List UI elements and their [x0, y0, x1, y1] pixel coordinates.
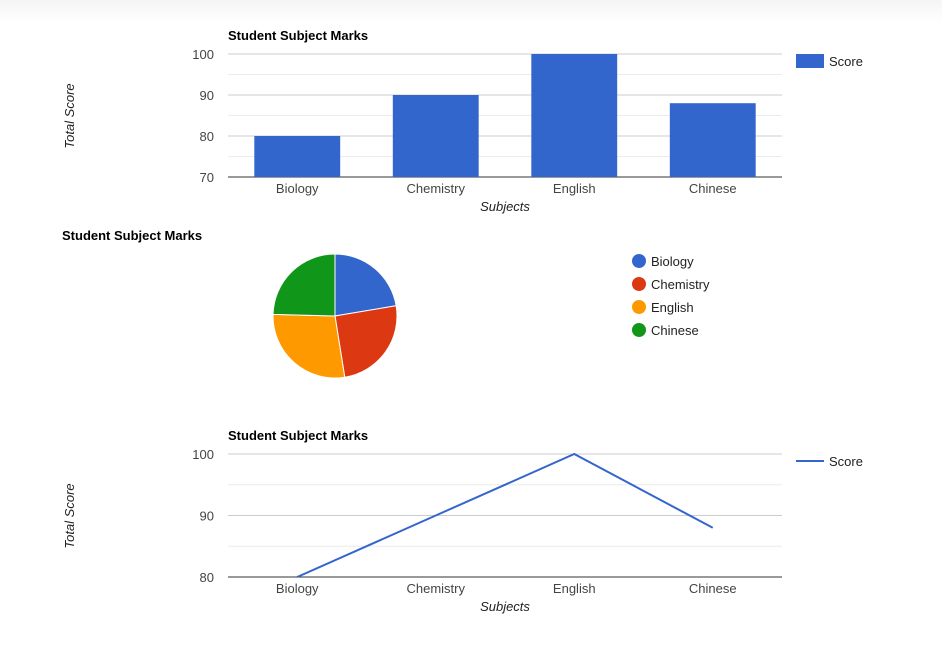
bar-chart-legend-label: Score [829, 54, 863, 69]
bar-chart-bars [254, 54, 756, 177]
x-tick-label: Chemistry [406, 181, 465, 196]
bar-chinese [669, 103, 756, 177]
line-chart-x-axis-title: Subjects [480, 599, 530, 614]
top-band [0, 0, 942, 22]
y-tick-label: 90 [200, 88, 214, 103]
y-tick-label: 70 [200, 170, 214, 185]
x-tick-label: Biology [276, 181, 319, 196]
x-tick-label: Chemistry [406, 581, 465, 596]
bar-chart-x-ticks: Biology Chemistry English Chinese [276, 181, 737, 196]
pie-slice-chinese [272, 253, 336, 317]
pie-slice-chemistry [334, 305, 398, 378]
y-tick-label: 80 [200, 570, 214, 585]
x-tick-label: English [553, 181, 596, 196]
pie-legend-dot [632, 277, 646, 291]
y-tick-label: 100 [192, 447, 214, 462]
line-chart-x-ticks: Biology Chemistry English Chinese [276, 581, 737, 596]
bar-chart-legend-swatch [796, 54, 824, 68]
pie-legend-dot [632, 254, 646, 268]
line-chart-y-ticks: 80 90 100 [192, 447, 214, 585]
y-tick-label: 100 [192, 47, 214, 62]
line-chart-y-axis-title: Total Score [62, 483, 77, 548]
pie-chart-legend: Biology Chemistry English Chinese [632, 254, 710, 338]
pie-legend-dot [632, 300, 646, 314]
bar-chart-y-ticks: 70 80 90 100 [192, 47, 214, 185]
bar-chart-y-axis-title: Total Score [62, 83, 77, 148]
line-chart-legend-label: Score [829, 454, 863, 469]
x-tick-label: Chinese [689, 581, 737, 596]
x-tick-label: Biology [276, 581, 319, 596]
pie-chart-slices [272, 253, 398, 379]
x-tick-label: English [553, 581, 596, 596]
pie-legend-label: English [651, 300, 694, 315]
y-tick-label: 90 [200, 509, 214, 524]
bar-chart-title: Student Subject Marks [228, 28, 368, 43]
bar-chart-x-axis-title: Subjects [480, 199, 530, 214]
line-chart-legend: Score [796, 454, 863, 469]
bar-english [531, 54, 618, 177]
pie-slice-biology [334, 253, 397, 317]
bar-biology [254, 136, 341, 177]
bar-chart-legend: Score [796, 54, 863, 69]
score-line [296, 452, 714, 578]
y-tick-label: 80 [200, 129, 214, 144]
line-chart-series [296, 452, 714, 578]
pie-slice-english [272, 313, 346, 379]
pie-chart-title: Student Subject Marks [62, 228, 202, 243]
line-chart-title: Student Subject Marks [228, 428, 368, 443]
pie-legend-label: Chinese [651, 323, 699, 338]
pie-legend-label: Chemistry [651, 277, 710, 292]
line-chart-grid [228, 453, 782, 578]
bar-chemistry [392, 95, 479, 177]
pie-legend-label: Biology [651, 254, 694, 269]
x-tick-label: Chinese [689, 181, 737, 196]
pie-legend-dot [632, 323, 646, 337]
